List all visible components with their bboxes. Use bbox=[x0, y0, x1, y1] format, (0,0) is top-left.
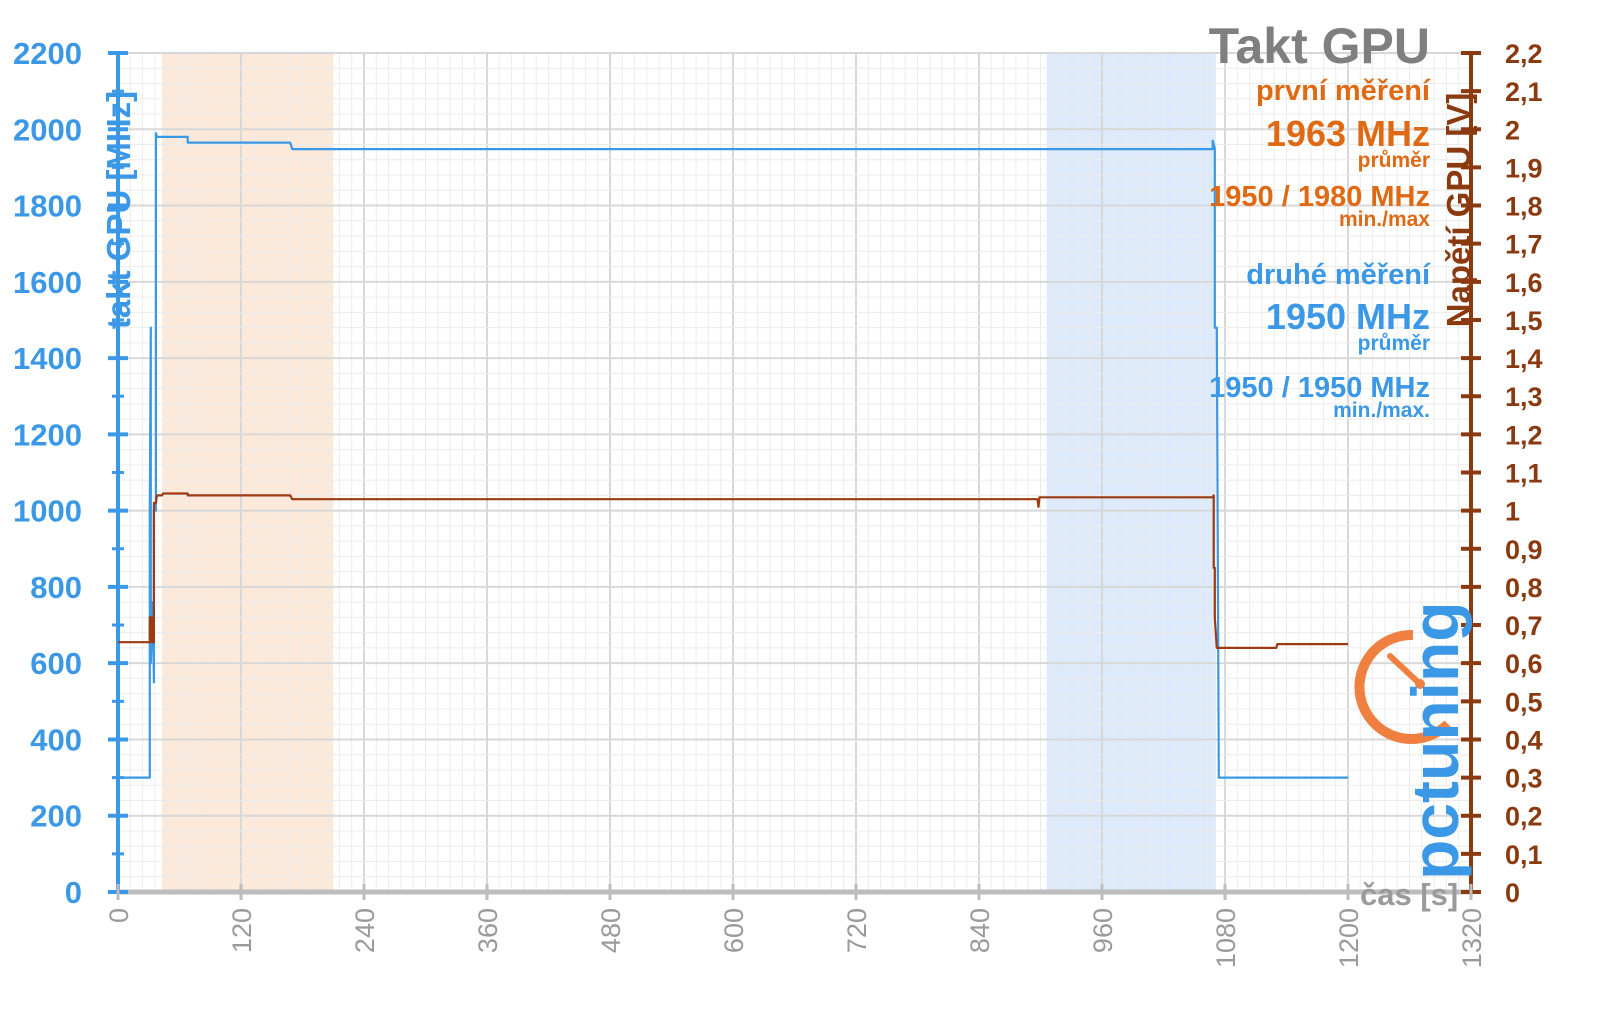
first-run-avg-note: průměr bbox=[1358, 149, 1430, 172]
y-tick-label-left: 600 bbox=[30, 646, 82, 681]
first-run-avg: 1963 MHz bbox=[1266, 113, 1430, 154]
y-tick-label-right: 2,2 bbox=[1505, 39, 1543, 69]
y-tick-label-left: 400 bbox=[30, 722, 82, 757]
second-run-minmax: 1950 / 1950 MHz bbox=[1209, 372, 1430, 404]
y-tick-label-right: 0 bbox=[1505, 878, 1520, 908]
y-tick-label-right: 1,2 bbox=[1505, 420, 1543, 450]
y-tick-label-right: 2 bbox=[1505, 115, 1520, 145]
series-lines bbox=[118, 132, 1348, 779]
x-tick-label: 840 bbox=[965, 908, 995, 953]
y-tick-label-right: 0,1 bbox=[1505, 840, 1543, 870]
logo-needle bbox=[1387, 653, 1423, 687]
x-axis-title: čas [s] bbox=[1360, 877, 1458, 912]
y-tick-label-left: 1000 bbox=[13, 494, 82, 529]
y-axis-title-right: Napětí GPU [V] bbox=[1440, 93, 1477, 328]
y-tick-label-right: 0,5 bbox=[1505, 687, 1543, 717]
first-run-minmax-note: min./max bbox=[1339, 208, 1430, 231]
y-tick-label-left: 2200 bbox=[13, 36, 82, 71]
y-tick-label-left: 1800 bbox=[13, 189, 82, 224]
pctuning-logo: pctuning bbox=[1354, 601, 1472, 880]
axes bbox=[108, 51, 1481, 900]
second-run-avg: 1950 MHz bbox=[1266, 296, 1430, 337]
shaded-regions bbox=[162, 53, 1216, 892]
y-tick-label-right: 1,1 bbox=[1505, 459, 1543, 489]
grid bbox=[117, 52, 1472, 893]
y-axis-title-left: takt GPU [MHz] bbox=[100, 91, 137, 329]
y-tick-label-right: 1,5 bbox=[1505, 306, 1543, 336]
y-tick-label-left: 1600 bbox=[13, 265, 82, 300]
x-tick-label: 1320 bbox=[1457, 908, 1487, 968]
y-tick-label-right: 2,1 bbox=[1505, 77, 1543, 107]
y-tick-label-right: 0,3 bbox=[1505, 764, 1543, 794]
y-tick-label-right: 1,6 bbox=[1505, 268, 1543, 298]
y-tick-label-right: 1,3 bbox=[1505, 382, 1543, 412]
logo-text: pctuning bbox=[1398, 601, 1472, 880]
y-tick-label-right: 1,4 bbox=[1505, 344, 1543, 374]
second-run-minmax-note: min./max. bbox=[1333, 399, 1430, 422]
y-tick-label-left: 1200 bbox=[13, 417, 82, 452]
tick-labels: 0200400600800100012001400160018002000220… bbox=[13, 36, 1543, 968]
x-tick-label: 1080 bbox=[1211, 908, 1241, 968]
shaded-region-1 bbox=[162, 53, 334, 892]
logo-gauge-icon bbox=[1354, 629, 1452, 744]
x-tick-label: 360 bbox=[473, 908, 503, 953]
chart-title: Takt GPU bbox=[1209, 18, 1430, 74]
y-tick-label-right: 0,2 bbox=[1505, 802, 1543, 832]
x-tick-label: 1200 bbox=[1334, 908, 1364, 968]
x-tick-label: 600 bbox=[719, 908, 749, 953]
y-tick-label-right: 1,7 bbox=[1505, 230, 1543, 260]
second-run-label: druhé měření bbox=[1246, 259, 1431, 291]
x-tick-label: 720 bbox=[842, 908, 872, 953]
y-tick-label-left: 2000 bbox=[13, 112, 82, 147]
y-tick-label-right: 0,8 bbox=[1505, 573, 1543, 603]
logo-needle-pivot bbox=[1415, 679, 1425, 689]
y-tick-label-left: 800 bbox=[30, 570, 82, 605]
shaded-region-2 bbox=[1046, 53, 1216, 892]
y-tick-label-left: 200 bbox=[30, 799, 82, 834]
x-tick-label: 480 bbox=[596, 908, 626, 953]
x-tick-label: 240 bbox=[350, 908, 380, 953]
x-tick-label: 0 bbox=[104, 908, 134, 923]
y-tick-label-left: 0 bbox=[65, 875, 82, 910]
x-tick-label: 120 bbox=[227, 908, 257, 953]
x-tick-label: 960 bbox=[1088, 908, 1118, 953]
y-tick-label-right: 0,4 bbox=[1505, 725, 1543, 755]
y-tick-label-right: 1,8 bbox=[1505, 192, 1543, 222]
first-run-label: první měření bbox=[1256, 75, 1431, 107]
y-tick-label-right: 1,9 bbox=[1505, 153, 1543, 183]
y-tick-label-right: 0,6 bbox=[1505, 649, 1543, 679]
y-tick-label-right: 1 bbox=[1505, 497, 1520, 527]
series-line-voltage bbox=[118, 492, 1348, 650]
second-run-avg-note: průměr bbox=[1358, 332, 1430, 355]
y-tick-label-left: 1400 bbox=[13, 341, 82, 376]
first-run-minmax: 1950 / 1980 MHz bbox=[1209, 181, 1430, 213]
y-tick-label-right: 0,9 bbox=[1505, 535, 1543, 565]
series-line-clock bbox=[118, 132, 1348, 779]
y-tick-label-right: 0,7 bbox=[1505, 611, 1543, 641]
